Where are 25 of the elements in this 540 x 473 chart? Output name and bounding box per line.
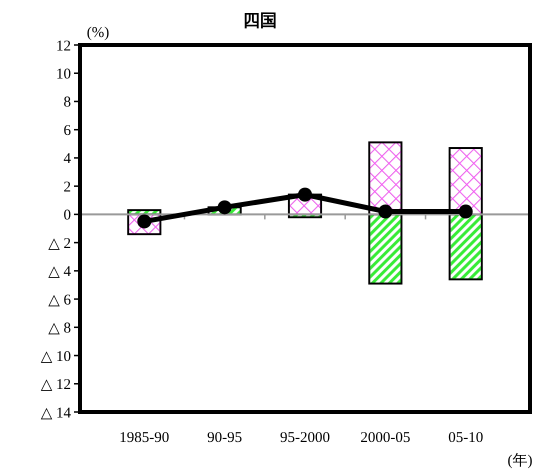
- x-axis-title: (年): [508, 452, 532, 469]
- y-tick-label: △ 6: [48, 292, 72, 308]
- y-tick-label: 8: [64, 94, 71, 111]
- y-tick-label: △ 8: [48, 320, 71, 337]
- x-tick-label: 05-10: [448, 430, 484, 446]
- y-tick-label: △ 14: [40, 405, 72, 422]
- y-axis-title: (%): [86, 25, 110, 41]
- y-tick-label: △ 2: [48, 236, 71, 252]
- x-tick-label: 90-95: [207, 430, 242, 446]
- y-tick-label: 4: [64, 151, 72, 168]
- y-tick-label: △ 12: [40, 377, 71, 394]
- y-tick-label: 10: [56, 66, 71, 82]
- y-tick-label: △ 10: [40, 348, 71, 365]
- y-tick-label: 6: [64, 122, 72, 139]
- y-tick-label: 2: [64, 179, 71, 196]
- point: [378, 204, 392, 219]
- chart-title: 四国: [243, 11, 277, 31]
- x-tick-label: 1985-90: [119, 430, 170, 446]
- y-tick-label: 0: [64, 208, 71, 224]
- x-tick-label: 95-2000: [280, 430, 330, 446]
- y-tick-label: 12: [56, 38, 71, 54]
- x-tick-label: 2000-05: [360, 430, 410, 446]
- point: [298, 188, 312, 202]
- point: [458, 204, 473, 219]
- y-tick-label: △ 4: [48, 264, 72, 280]
